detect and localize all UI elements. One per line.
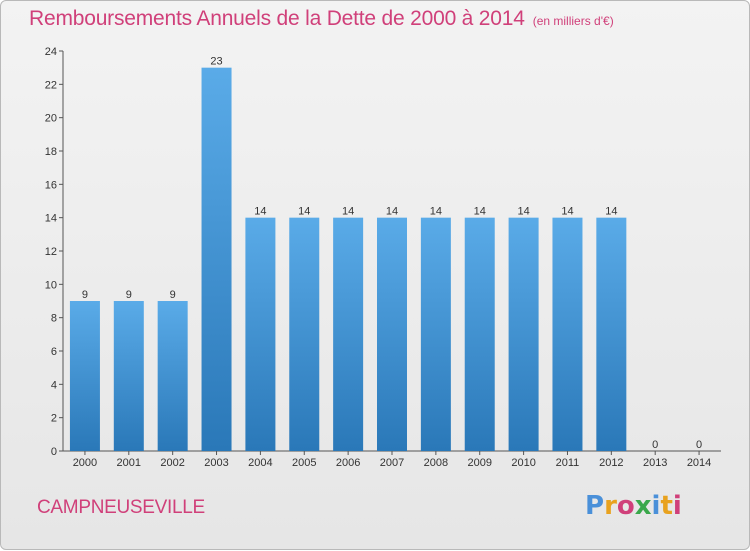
x-tick-label: 2013 xyxy=(643,457,667,469)
x-tick-label: 2009 xyxy=(467,457,491,469)
y-tick-label: 16 xyxy=(45,179,57,191)
data-label: 14 xyxy=(342,206,354,218)
bar xyxy=(333,217,364,451)
data-label: 14 xyxy=(474,206,486,218)
data-label: 0 xyxy=(696,439,702,451)
bar xyxy=(508,217,539,451)
y-tick-label: 24 xyxy=(45,46,57,58)
data-label: 9 xyxy=(82,289,88,301)
bar xyxy=(377,217,407,451)
bar xyxy=(201,67,232,452)
x-tick-label: 2004 xyxy=(248,457,272,469)
data-labels: 9 9 9 23 14 14 14 14 14 14 14 14 14 0 0 xyxy=(82,56,702,451)
x-tick-label: 2012 xyxy=(599,457,623,469)
data-label: 0 xyxy=(652,439,658,451)
data-label: 14 xyxy=(254,206,266,218)
data-label: 14 xyxy=(561,206,573,218)
y-tick-label: 4 xyxy=(51,379,57,391)
logo-letter: P xyxy=(585,491,605,521)
bar xyxy=(69,301,100,451)
bar xyxy=(289,217,320,451)
bar xyxy=(596,217,627,451)
y-tick-label: 2 xyxy=(51,413,57,425)
data-label: 14 xyxy=(517,206,529,218)
bar xyxy=(464,217,495,451)
data-label: 14 xyxy=(605,206,617,218)
x-tick-label: 2001 xyxy=(117,457,141,469)
data-label: 9 xyxy=(126,289,132,301)
data-label: 23 xyxy=(210,56,222,68)
x-tick-label: 2007 xyxy=(380,457,404,469)
y-tick-label: 10 xyxy=(45,279,57,291)
logo-letter: t xyxy=(660,491,673,521)
bar xyxy=(157,301,188,451)
logo-letter: o xyxy=(616,491,635,521)
x-tick-label: 2011 xyxy=(556,457,580,469)
logo-letter: i xyxy=(672,491,682,521)
data-label: 14 xyxy=(430,206,442,218)
proxiti-logo[interactable]: Proxiti xyxy=(585,491,682,521)
data-label: 9 xyxy=(170,289,176,301)
bar xyxy=(113,301,144,451)
x-tick-label: 2000 xyxy=(73,457,97,469)
y-tick-label: 12 xyxy=(45,246,57,258)
y-tick-label: 22 xyxy=(45,79,57,91)
title-row: Remboursements Annuels de la Dette de 20… xyxy=(29,7,614,31)
y-tick-label: 20 xyxy=(45,113,57,125)
y-tick-label: 6 xyxy=(51,346,57,358)
y-tick-label: 8 xyxy=(51,313,57,325)
bars xyxy=(69,67,627,452)
data-label: 14 xyxy=(386,206,398,218)
x-tick-label: 2002 xyxy=(160,457,184,469)
logo-letter: i xyxy=(651,491,661,521)
x-tick-label: 2008 xyxy=(424,457,448,469)
y-tick-label: 18 xyxy=(45,146,57,158)
x-tick-label: 2014 xyxy=(687,457,711,469)
logo-letter: r xyxy=(604,491,617,521)
bar xyxy=(245,217,276,451)
x-tick-label: 2006 xyxy=(336,457,360,469)
bar xyxy=(420,217,451,451)
y-tick-label: 0 xyxy=(51,446,57,458)
chart-title: Remboursements Annuels de la Dette de 20… xyxy=(29,7,525,30)
data-label: 14 xyxy=(298,206,310,218)
bar xyxy=(552,217,583,451)
x-tick-label: 2003 xyxy=(204,457,228,469)
logo-letter: x xyxy=(634,491,652,521)
commune-name: CAMPNEUSEVILLE xyxy=(37,497,205,518)
y-tick-label: 14 xyxy=(45,213,57,225)
chart-unit: (en milliers d'€) xyxy=(532,14,614,28)
x-tick-label: 2010 xyxy=(511,457,535,469)
x-tick-label: 2005 xyxy=(292,457,316,469)
